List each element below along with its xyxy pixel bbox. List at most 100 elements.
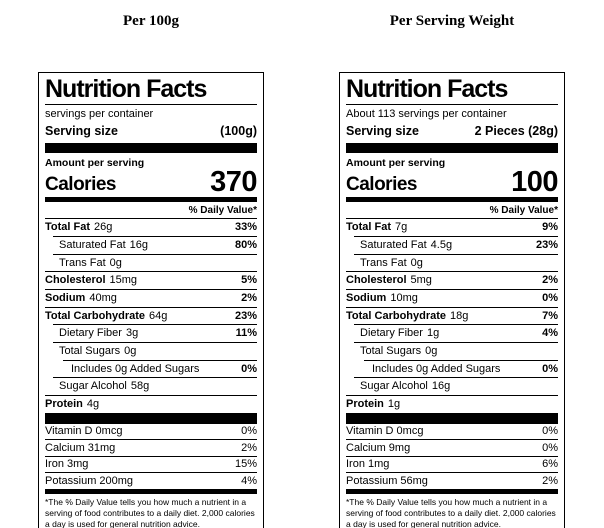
nutrient-name-text: Sugar Alcohol xyxy=(360,380,428,393)
nutrient-name: Cholesterol 15mg xyxy=(45,274,137,287)
footnote: *The % Daily Value tells you how much a … xyxy=(45,497,255,528)
vitamin-name-text: Vitamin D 0mcg xyxy=(45,425,123,438)
vitamin-name-text: Calcium 31mg xyxy=(45,441,116,454)
nutrient-name: Protein 4g xyxy=(45,398,99,411)
nutrient-amount: 26g xyxy=(94,221,113,234)
nutrient-rows: Total Fat 26g 33% Saturated Fat 16g 80% Tr… xyxy=(45,218,257,412)
nutrient-daily-value: 0% xyxy=(241,362,257,375)
serving-size-label: Serving size xyxy=(346,124,419,138)
nutrient-row: Sodium 10mg 0% xyxy=(346,289,558,307)
daily-value-header: % Daily Value* xyxy=(188,205,257,217)
divider-thick xyxy=(45,412,257,423)
label-title: Nutrition Facts xyxy=(346,76,558,106)
vitamin-row: Potassium 56mg 2% xyxy=(346,472,558,489)
nutrient-row: Saturated Fat 16g 80% xyxy=(53,236,257,254)
vitamin-row: Vitamin D 0mcg 0% xyxy=(45,422,257,440)
vitamin-name: Calcium 9mg xyxy=(346,442,410,455)
nutrient-daily-value: 0% xyxy=(542,362,558,375)
vitamin-row: Iron 3mg 15% xyxy=(45,455,257,473)
nutrient-row: Protein 1g xyxy=(346,394,558,413)
vitamin-rows: Vitamin D 0mcg 0% Calcium 9mg 0% Iron 1m… xyxy=(346,422,558,490)
vitamin-name-text: Potassium 56mg xyxy=(346,474,428,487)
serving-size-row: Serving size (100g) xyxy=(45,122,257,143)
nutrient-daily-value: 2% xyxy=(542,274,558,287)
nutrient-name-text: Trans Fat xyxy=(360,256,407,269)
nutrient-amount: 18g xyxy=(450,309,469,322)
nutrient-daily-value: 5% xyxy=(241,274,257,287)
vitamin-daily-value: 0% xyxy=(241,425,257,438)
vitamin-daily-value: 4% xyxy=(241,474,257,487)
nutrient-row: Includes 0g Added Sugars 0% xyxy=(63,359,257,378)
nutrient-row: Protein 4g xyxy=(45,394,257,413)
panel-heading: Per 100g xyxy=(123,13,179,29)
vitamin-name: Potassium 200mg xyxy=(45,475,133,488)
vitamin-daily-value: 6% xyxy=(542,458,558,471)
nutrient-amount: 1g xyxy=(426,327,440,340)
nutrient-amount: 0g xyxy=(410,256,423,269)
nutrient-amount: 0g xyxy=(425,344,438,357)
divider-thick xyxy=(346,412,558,423)
nutrient-row: Saturated Fat 4.5g 23% xyxy=(354,236,558,254)
nutrient-name-text: Cholesterol xyxy=(346,274,407,287)
nutrient-row: Cholesterol 5mg 2% xyxy=(346,271,558,289)
nutrient-name-text: Protein xyxy=(45,397,83,410)
nutrient-amount: 40mg xyxy=(89,292,117,305)
nutrient-amount: 4.5g xyxy=(430,239,453,252)
vitamin-name: Vitamin D 0mcg xyxy=(346,425,423,438)
nutrition-label: Nutrition Facts About 113 servings per c… xyxy=(339,72,565,528)
nutrient-name-text: Saturated Fat xyxy=(59,239,126,252)
nutrient-name-text: Total Carbohydrate xyxy=(45,309,146,322)
nutrient-daily-value: 4% xyxy=(542,327,558,340)
panel-heading: Per Serving Weight xyxy=(389,13,515,29)
nutrient-daily-value: 7% xyxy=(542,309,558,322)
nutrient-name: Sodium 10mg xyxy=(346,292,418,305)
nutrition-label: Nutrition Facts servings per container S… xyxy=(38,72,264,528)
nutrient-row: Sodium 40mg 2% xyxy=(45,289,257,307)
nutrient-amount: 16g xyxy=(129,239,149,252)
calories-row: Calories 100 xyxy=(346,168,558,198)
nutrient-row: Dietary Fiber 1g 4% xyxy=(354,324,558,342)
daily-value-header: % Daily Value* xyxy=(489,205,558,217)
divider-medium xyxy=(45,489,257,495)
nutrient-name: Includes 0g Added Sugars xyxy=(63,363,199,376)
nutrient-row: Trans Fat 0g xyxy=(354,253,558,272)
label-title: Nutrition Facts xyxy=(45,76,257,106)
nutrient-name-text: Dietary Fiber xyxy=(59,327,122,340)
nutrient-name: Total Sugars 0g xyxy=(354,345,437,358)
nutrient-name-text: Protein xyxy=(346,397,384,410)
calories-label: Calories xyxy=(346,174,417,196)
divider-medium xyxy=(45,197,257,203)
nutrient-name: Total Carbohydrate 64g xyxy=(45,310,167,323)
nutrient-row: Total Carbohydrate 18g 7% xyxy=(346,306,558,325)
vitamin-row: Vitamin D 0mcg 0% xyxy=(346,422,558,440)
divider-medium xyxy=(346,197,558,203)
serving-size-label: Serving size xyxy=(45,124,118,138)
nutrient-daily-value: 23% xyxy=(535,239,558,252)
nutrient-daily-value: 2% xyxy=(241,292,257,305)
vitamin-name: Iron 1mg xyxy=(346,458,389,471)
nutrient-amount: 1g xyxy=(387,397,401,410)
panel-per-100g: Per 100g Nutrition Facts servings per co… xyxy=(38,12,264,528)
nutrient-daily-value: 23% xyxy=(234,309,257,322)
nutrient-name-text: Total Fat xyxy=(45,221,91,234)
nutrient-name-text: Sodium xyxy=(45,292,86,305)
nutrient-row: Cholesterol 15mg 5% xyxy=(45,271,257,289)
amount-per-serving-label: Amount per serving xyxy=(45,157,145,170)
calories-label: Calories xyxy=(45,174,116,196)
vitamin-name: Potassium 56mg xyxy=(346,475,428,488)
vitamin-name: Calcium 31mg xyxy=(45,442,115,455)
nutrient-name: Dietary Fiber 1g xyxy=(354,327,439,340)
nutrient-row: Sugar Alcohol 58g xyxy=(53,377,257,395)
nutrient-name-text: Sugar Alcohol xyxy=(59,380,127,393)
nutrient-name: Total Fat 7g xyxy=(346,221,407,234)
nutrient-daily-value: 9% xyxy=(542,221,558,234)
nutrient-row: Total Fat 7g 9% xyxy=(346,218,558,236)
vitamin-daily-value: 0% xyxy=(542,441,558,454)
nutrient-row: Total Fat 26g 33% xyxy=(45,218,257,236)
nutrient-name-text: Sodium xyxy=(346,292,387,305)
footnote: *The % Daily Value tells you how much a … xyxy=(346,497,556,528)
nutrient-row: Total Sugars 0g xyxy=(354,341,558,360)
vitamin-name-text: Potassium 200mg xyxy=(45,474,134,487)
nutrient-amount: 64g xyxy=(149,309,168,322)
nutrient-amount: 7g xyxy=(395,221,408,234)
